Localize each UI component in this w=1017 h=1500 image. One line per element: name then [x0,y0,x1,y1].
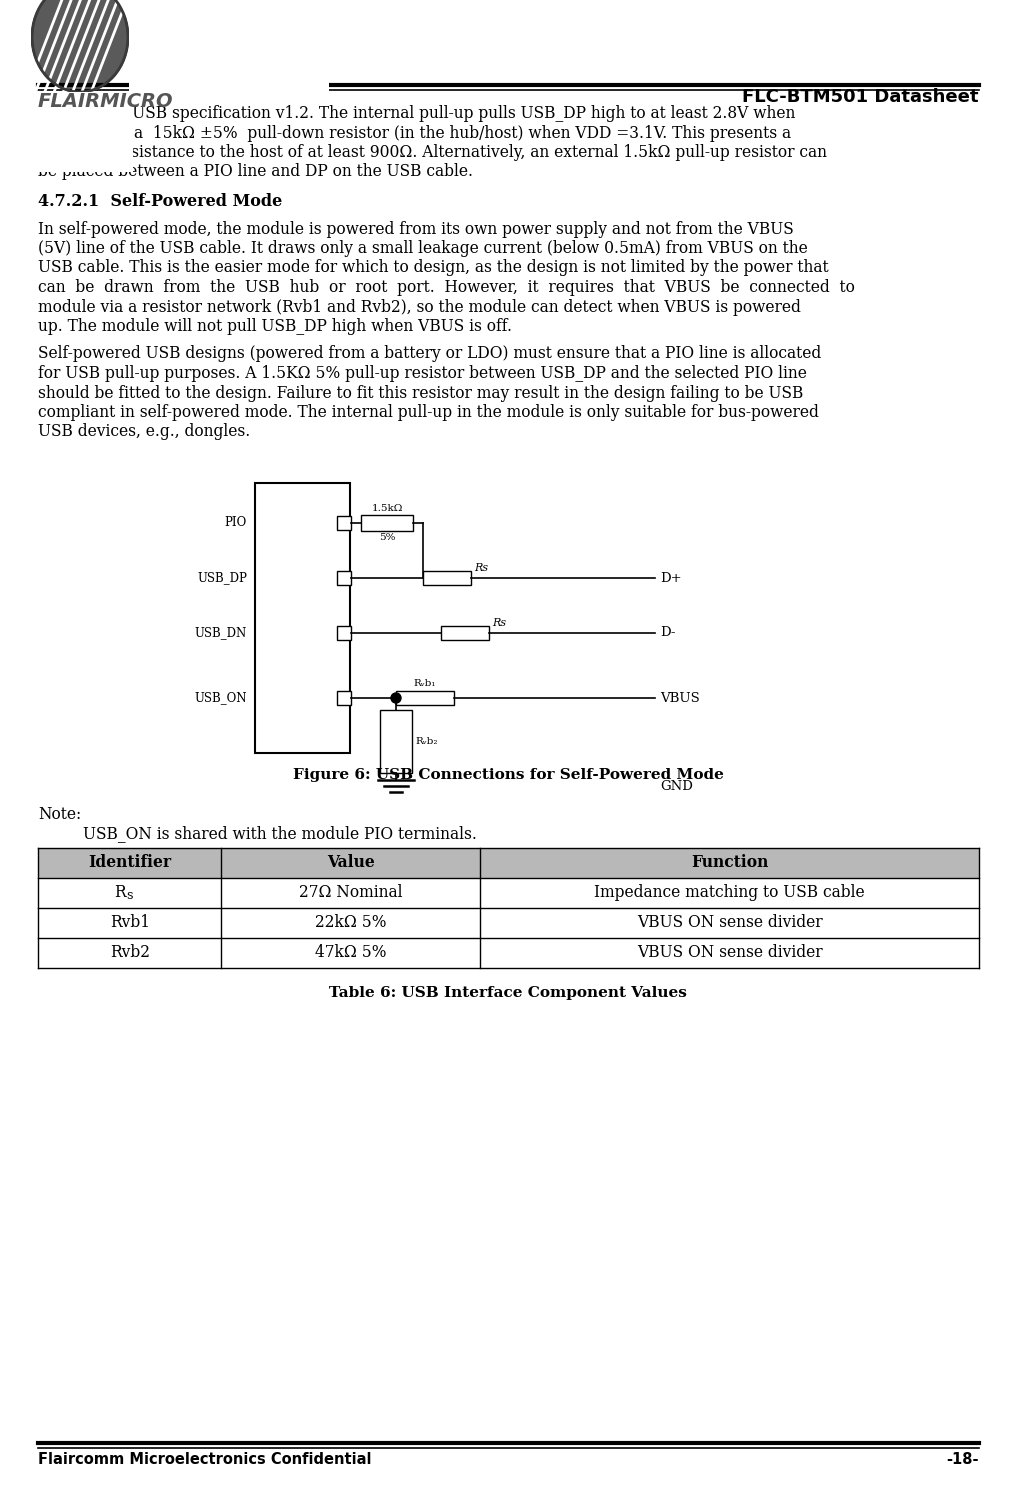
Text: up. The module will not pull USB_DP high when VBUS is off.: up. The module will not pull USB_DP high… [38,318,512,334]
Bar [0,0,31,102]
Text: s: s [127,890,133,902]
Text: -18-: -18- [947,1452,979,1467]
Text: FLC-BTM501 Datasheet: FLC-BTM501 Datasheet [742,88,979,106]
Bar [38,938,979,968]
Text: Rs: Rs [474,562,488,573]
Text: Rs: Rs [492,618,506,628]
Bar [337,516,351,530]
Text: VBUS: VBUS [660,692,700,705]
Circle shape [391,693,401,703]
Bar [423,572,471,585]
Text: 47kΩ 5%: 47kΩ 5% [315,944,386,962]
Text: Table 6: USB Interface Component Values: Table 6: USB Interface Component Values [330,986,686,999]
Text: Rᵥb₂: Rᵥb₂ [415,736,437,746]
Text: Function: Function [691,853,768,871]
Text: VBUS ON sense divider: VBUS ON sense divider [637,944,823,962]
Text: USB devices, e.g., dongles.: USB devices, e.g., dongles. [38,423,250,441]
Ellipse shape [32,0,128,92]
Text: USB_ON: USB_ON [194,692,247,705]
Text: Rvb1: Rvb1 [110,914,149,932]
Bar [38,847,979,877]
Text: Impedance matching to USB cable: Impedance matching to USB cable [594,884,864,902]
Text: FLAIRMICRO: FLAIRMICRO [38,92,174,111]
Bar [396,692,454,705]
Text: USB_ON is shared with the module PIO terminals.: USB_ON is shared with the module PIO ter… [83,825,477,843]
Bar [380,710,412,772]
Text: Thevenin resistance to the host of at least 900Ω. Alternatively, an external 1.5: Thevenin resistance to the host of at le… [38,144,827,160]
Text: USB_DN: USB_DN [194,627,247,639]
Bar [38,878,979,908]
Text: Identifier: Identifier [88,853,171,871]
Bar [129,0,330,102]
Text: Flaircomm Microelectronics Confidential: Flaircomm Microelectronics Confidential [38,1452,371,1467]
Text: VBUS ON sense divider: VBUS ON sense divider [637,914,823,932]
Text: (5V) line of the USB cable. It draws only a small leakage current (below 0.5mA) : (5V) line of the USB cable. It draws onl… [38,240,807,256]
Text: USB_DP: USB_DP [197,572,247,585]
Bar [361,514,413,531]
Text: USB cable. This is the easier mode for which to design, as the design is not lim: USB cable. This is the easier mode for w… [38,260,829,276]
Text: Figure 6: USB Connections for Self-Powered Mode: Figure 6: USB Connections for Self-Power… [293,768,723,782]
Bar [255,483,350,753]
Bar [337,572,351,585]
Text: module via a resistor network (Rvb1 and Rvb2), so the module can detect when VBU: module via a resistor network (Rvb1 and … [38,298,800,315]
Text: Note:: Note: [38,806,81,824]
Text: 27Ω Nominal: 27Ω Nominal [299,884,403,902]
Text: for USB pull-up purposes. A 1.5KΩ 5% pull-up resistor between USB_DP and the sel: for USB pull-up purposes. A 1.5KΩ 5% pul… [38,364,806,382]
Text: In self-powered mode, the module is powered from its own power supply and not fr: In self-powered mode, the module is powe… [38,220,793,237]
Text: Rvb2: Rvb2 [110,944,149,962]
Text: can  be  drawn  from  the  USB  hub  or  root  port.  However,  it  requires  th: can be drawn from the USB hub or root po… [38,279,855,296]
Bar [441,626,489,640]
Text: compliant in self-powered mode. The internal pull-up in the module is only suita: compliant in self-powered mode. The inte… [38,404,819,422]
Text: loaded with a  15kΩ ±5%  pull-down resistor (in the hub/host) when VDD =3.1V. Th: loaded with a 15kΩ ±5% pull-down resisto… [38,124,791,141]
Text: 7.1.5 of the USB specification v1.2. The internal pull-up pulls USB_DP high to a: 7.1.5 of the USB specification v1.2. The… [38,105,795,122]
Text: 5%: 5% [378,532,396,542]
Text: 22kΩ 5%: 22kΩ 5% [315,914,386,932]
Text: D-: D- [660,627,675,639]
Text: GND: GND [660,780,693,792]
Text: 1.5kΩ: 1.5kΩ [371,504,403,513]
Text: R: R [114,884,126,902]
Bar [337,626,351,640]
Text: Rᵥb₁: Rᵥb₁ [414,680,436,688]
Text: Self-powered USB designs (powered from a battery or LDO) must ensure that a PIO : Self-powered USB designs (powered from a… [38,345,822,363]
Bar [31,92,133,172]
Bar [38,908,979,938]
Text: Value: Value [327,853,374,871]
Text: PIO: PIO [225,516,247,530]
Text: 4.7.2.1  Self-Powered Mode: 4.7.2.1 Self-Powered Mode [38,194,283,210]
Text: D+: D+ [660,572,681,585]
Text: be placed between a PIO line and DP on the USB cable.: be placed between a PIO line and DP on t… [38,164,473,180]
Text: should be fitted to the design. Failure to fit this resistor may result in the d: should be fitted to the design. Failure … [38,384,803,402]
Bar [337,692,351,705]
